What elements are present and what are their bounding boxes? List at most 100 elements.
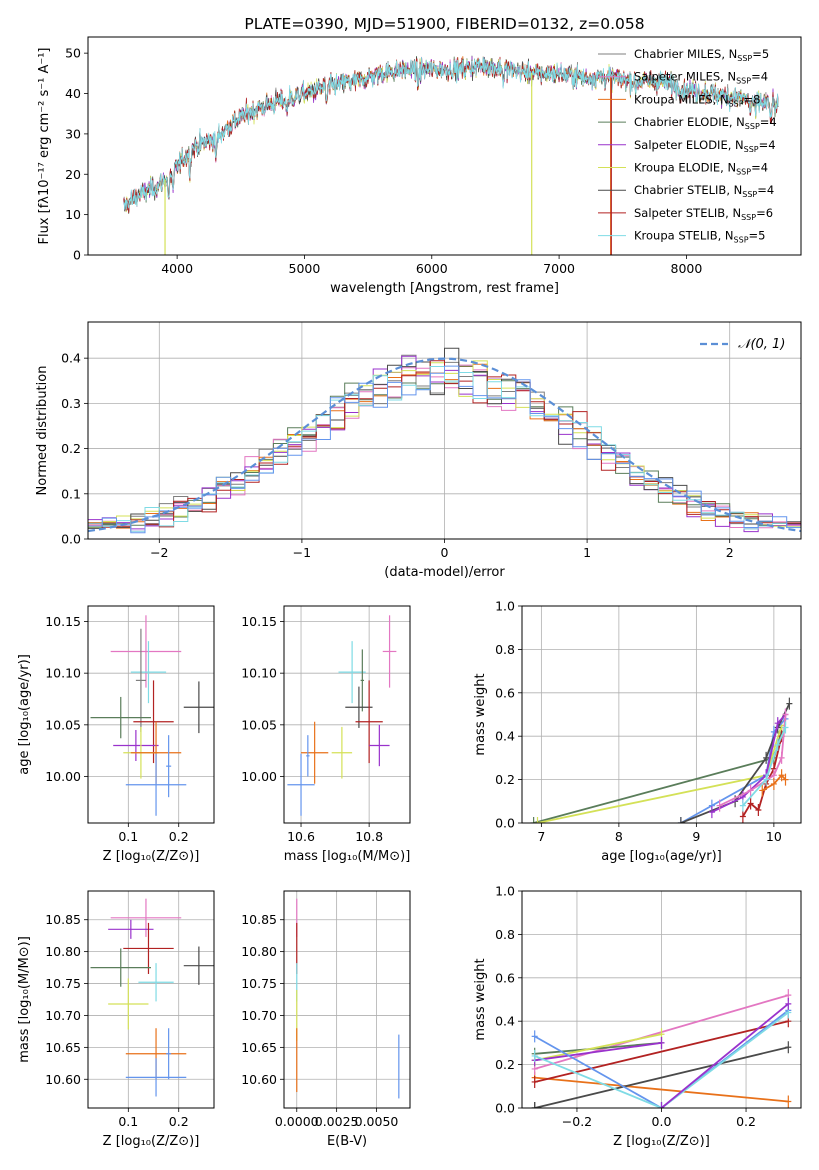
x-tick-label: 0.0050 — [355, 1114, 399, 1129]
histogram-series-steps — [88, 365, 801, 534]
y-tick-label: 0.4 — [495, 729, 515, 744]
weight-marker — [778, 751, 785, 764]
y-tick-label: 0.0 — [61, 532, 81, 547]
errorbar-point — [338, 641, 366, 704]
legend-entry: Salpeter MILES, NSSP=4 — [634, 70, 768, 86]
x-axis-label: Z [log₁₀(Z/Z⊙)] — [103, 1134, 200, 1149]
y-tick-label: 0.1 — [61, 486, 81, 501]
x-tick-label: 8000 — [671, 261, 703, 276]
weight-marker — [786, 697, 793, 710]
axes-frame — [87, 605, 215, 824]
x-tick-label: 0.0000 — [275, 1114, 319, 1129]
errorbar-point — [287, 753, 315, 816]
x-tick-label: 10.6 — [287, 829, 315, 844]
weight_vs_age-plot-area — [530, 697, 793, 823]
weight-marker — [531, 1030, 538, 1043]
errorbar-point — [110, 615, 182, 688]
errorbar-point — [130, 641, 167, 704]
axes-frame — [87, 36, 802, 256]
weight-series-line — [742, 727, 787, 807]
y-tick-label: 40 — [65, 86, 81, 101]
errorbar-point — [306, 735, 310, 777]
weight-marker — [716, 799, 723, 812]
errorbar-point — [355, 680, 383, 764]
y-tick-label: 0.0 — [495, 816, 515, 831]
weight-series-line — [537, 725, 783, 823]
x-tick-label: 0.1 — [118, 1114, 138, 1129]
y-tick-label: 10.70 — [241, 1008, 277, 1023]
y-tick-label: 30 — [65, 126, 81, 141]
axes-frame — [283, 605, 411, 824]
legend-entry: Chabrier ELODIE, NSSP=4 — [634, 115, 777, 131]
legend-entry: Kroupa MILES, NSSP=8 — [634, 92, 760, 108]
errorbar-point — [90, 696, 151, 739]
y-tick-label: 50 — [65, 46, 81, 61]
errorbar-point — [360, 649, 365, 712]
y-tick-label: 10.75 — [45, 976, 81, 991]
weight-series-line — [534, 1042, 662, 1062]
errorbar-point — [108, 978, 149, 1030]
y-tick-label: 0.2 — [495, 1057, 515, 1072]
spectrum-legend: Chabrier MILES, NSSP=5 Salpeter MILES, NS… — [598, 47, 777, 245]
y-tick-label: 0.2 — [61, 441, 81, 456]
x-axis-label: mass [log₁₀(M/M⊙)] — [284, 849, 411, 864]
weight-series-line — [534, 1076, 789, 1103]
x-axis-label: Z [log₁₀(Z/Z⊙)] — [103, 849, 200, 864]
weight-marker — [677, 817, 684, 823]
y-tick-label: 10.70 — [45, 1008, 81, 1023]
weight-marker — [531, 1102, 538, 1108]
x-tick-label: 0.2 — [169, 1114, 189, 1129]
figure-title: PLATE=0390, MJD=51900, FIBERID=0132, z=0… — [244, 15, 644, 33]
weight-series-line — [533, 731, 783, 823]
x-axis-label: (data-model)/error — [384, 565, 505, 580]
legend-entry: Chabrier STELIB, NSSP=4 — [634, 183, 774, 199]
x-tick-label: 4000 — [161, 261, 193, 276]
y-tick-label: 20 — [65, 167, 81, 182]
y-tick-label: 1.0 — [495, 599, 515, 614]
y-tick-label: 10.10 — [241, 666, 277, 681]
weight-marker — [739, 810, 746, 823]
legend-entry: Salpeter ELODIE, NSSP=4 — [634, 138, 776, 154]
errorbar-point — [138, 963, 174, 1002]
weight-marker — [785, 997, 792, 1010]
weight_vs_age-panel: 7 8 9 10 0.0 0.2 0.4 0.6 0.8 1.0 age [log₁₀(age/yr… — [473, 599, 802, 864]
weight-series-line — [534, 1042, 662, 1055]
y-tick-label: 10.05 — [241, 717, 277, 732]
axes-frame — [87, 890, 215, 1109]
x-tick-label: 0.1 — [118, 829, 138, 844]
errorbar-point — [345, 686, 373, 728]
weight-series-line — [742, 735, 783, 817]
residuals-panel: −2 −1 0 1 2 0.0 0.1 0.2 0.3 0.4 (data-model)/error… — [35, 321, 802, 580]
weight-marker — [770, 777, 777, 790]
x-tick-label: 0.2 — [169, 829, 189, 844]
legend-entry: Kroupa ELODIE, NSSP=4 — [634, 161, 768, 177]
y-tick-label: 10.80 — [241, 944, 277, 959]
x-tick-label: 0.0 — [652, 1114, 672, 1129]
y-tick-label: 0.4 — [61, 351, 81, 366]
weight-series-line — [534, 1020, 789, 1083]
legend-entry: Salpeter STELIB, NSSP=6 — [634, 206, 773, 222]
y-axis-label: age [log₁₀(age/yr)] — [17, 654, 32, 775]
errorbar-point — [135, 628, 146, 733]
weight-marker — [782, 721, 789, 734]
residuals-legend: 𝒩(0, 1) — [700, 337, 785, 352]
legend-entry: 𝒩(0, 1) — [738, 337, 785, 352]
weight-series-line — [534, 1011, 789, 1108]
weight_vs_Z-plot-area — [531, 989, 792, 1108]
weight-series-line — [534, 1046, 789, 1108]
y-tick-label: 1.0 — [495, 884, 515, 899]
weight-series-line — [534, 1009, 789, 1108]
y-axis-label: mass weight — [473, 673, 488, 755]
spectrum-plot-area — [123, 55, 779, 255]
y-tick-label: 10.15 — [45, 614, 81, 629]
age_vs_Z-plot-area — [90, 615, 214, 816]
weight-marker — [782, 708, 789, 721]
errorbar-point — [369, 724, 390, 767]
axes-frame — [521, 890, 802, 1109]
weight-marker — [763, 751, 770, 764]
x-tick-label: 7 — [537, 829, 545, 844]
errorbar-point — [123, 922, 174, 974]
errorbar-point — [113, 730, 159, 761]
y-tick-label: 10.00 — [241, 769, 277, 784]
spectrum-panel: 4000 5000 6000 7000 8000 0 10 20 30 40 50 wavelengt… — [37, 36, 802, 296]
